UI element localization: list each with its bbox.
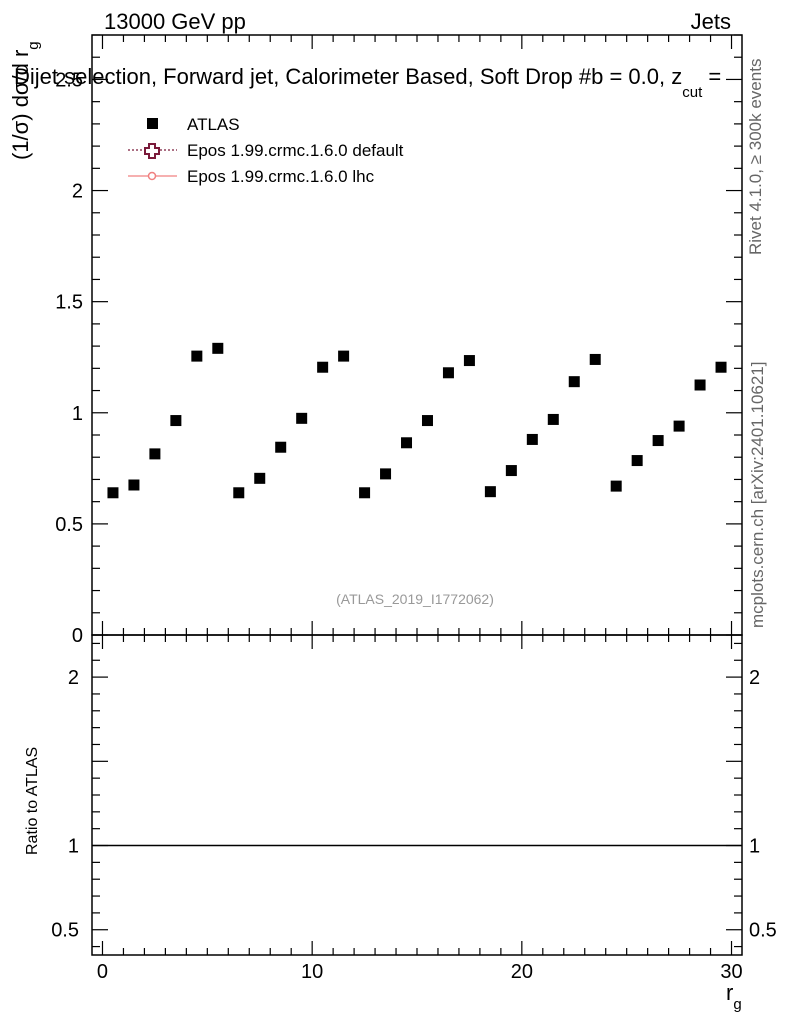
- atlas-data-point: [442, 367, 454, 379]
- plot-title-main: Dijet selection, Forward jet, Calorimete…: [14, 64, 682, 89]
- legend-epos-default-label: Epos 1.99.crmc.1.6.0 default: [187, 141, 404, 160]
- main-axis-ticks: [92, 34, 742, 636]
- atlas-data-point: [547, 413, 559, 425]
- atlas-data-point: [149, 448, 161, 460]
- main-y-tick-label: 2: [72, 181, 83, 203]
- atlas-data-point: [128, 479, 140, 491]
- x-tick-label: 30: [720, 961, 742, 983]
- atlas-data-point: [254, 472, 266, 484]
- atlas-data-point: [694, 379, 706, 391]
- ratio-y-tick-label-right: 0.5: [749, 920, 777, 942]
- x-tick-label: 20: [511, 961, 533, 983]
- x-axis-label: rg: [726, 980, 742, 1013]
- atlas-data-point: [589, 353, 601, 365]
- atlas-data-point: [380, 468, 392, 480]
- atlas-series: [107, 342, 727, 499]
- main-y-axis-label: (1/σ) dσ/d rg: [8, 41, 42, 160]
- analysis-watermark: (ATLAS_2019_I1772062): [336, 591, 494, 607]
- ratio-y-tick-label-left: 2: [68, 667, 79, 689]
- legend-epos-lhc-label: Epos 1.99.crmc.1.6.0 lhc: [187, 167, 375, 186]
- mcplots-reference-label: mcplots.cern.ch [arXiv:2401.10621]: [748, 362, 767, 628]
- main-y-tick-label: 1: [72, 403, 83, 425]
- atlas-data-point: [505, 465, 517, 477]
- atlas-data-point: [568, 376, 580, 388]
- atlas-data-point: [212, 342, 224, 354]
- atlas-data-point: [463, 355, 475, 367]
- ratio-y-tick-label-right: 1: [749, 836, 760, 858]
- atlas-data-point: [170, 415, 182, 427]
- atlas-data-point: [107, 487, 119, 499]
- main-y-tick-label: 0: [72, 625, 83, 647]
- rivet-version-label: Rivet 4.1.0, ≥ 300k events: [746, 59, 765, 255]
- legend-atlas-label: ATLAS: [187, 115, 240, 134]
- legend-epos-lhc-marker: [128, 171, 177, 181]
- atlas-data-point: [275, 441, 287, 453]
- plot-title-sub: cut: [682, 84, 703, 101]
- atlas-data-point: [317, 361, 329, 373]
- main-y-axis-label-main: (1/σ) dσ/d r: [8, 50, 33, 160]
- ratio-y-tick-label-left: 0.5: [51, 920, 79, 942]
- atlas-data-point: [233, 487, 245, 499]
- plot-title-tail: =: [702, 64, 721, 89]
- header-energy: 13000 GeV pp: [104, 9, 246, 34]
- main-y-tick-labels: 0 0.5 1 1.5 2 2.5: [55, 69, 83, 647]
- legend: ATLAS Epos 1.99.crmc.1.6.0 default Epos …: [128, 115, 404, 186]
- legend-atlas-marker: [147, 118, 158, 129]
- legend-epos-default-marker: [128, 143, 177, 159]
- ratio-y-tick-labels: 0.5 0.5 1 1 2 2: [51, 667, 777, 942]
- atlas-data-point: [610, 480, 622, 492]
- ratio-plot-frame: [91, 634, 743, 956]
- atlas-data-point: [338, 350, 350, 362]
- atlas-data-point: [631, 455, 643, 467]
- main-y-tick-label: 1.5: [55, 292, 83, 314]
- x-tick-label: 10: [301, 961, 323, 983]
- atlas-data-point: [715, 361, 727, 373]
- x-tick-labels: 0 10 20 30: [97, 961, 743, 983]
- header-process: Jets: [691, 9, 731, 34]
- x-tick-label: 0: [97, 961, 108, 983]
- atlas-data-point: [296, 412, 308, 424]
- main-y-tick-label: 2.5: [55, 69, 83, 91]
- main-y-axis-label-sub: g: [25, 41, 42, 49]
- ratio-y-axis-label: Ratio to ATLAS: [24, 747, 41, 855]
- atlas-data-point: [421, 415, 433, 427]
- atlas-data-point: [673, 420, 685, 432]
- ratio-y-tick-label-right: 2: [749, 667, 760, 689]
- plot-title: Dijet selection, Forward jet, Calorimete…: [14, 64, 721, 101]
- x-axis-label-main: r: [726, 980, 733, 1005]
- atlas-data-point: [359, 487, 371, 499]
- atlas-data-point: [401, 437, 413, 449]
- atlas-data-point: [484, 486, 496, 498]
- atlas-data-point: [652, 435, 664, 447]
- atlas-data-point: [526, 433, 538, 445]
- ratio-axis-ticks: [92, 635, 742, 955]
- atlas-data-point: [191, 350, 203, 362]
- x-axis-label-sub: g: [733, 996, 741, 1013]
- main-y-tick-label: 0.5: [55, 514, 83, 536]
- ratio-y-tick-label-left: 1: [68, 836, 79, 858]
